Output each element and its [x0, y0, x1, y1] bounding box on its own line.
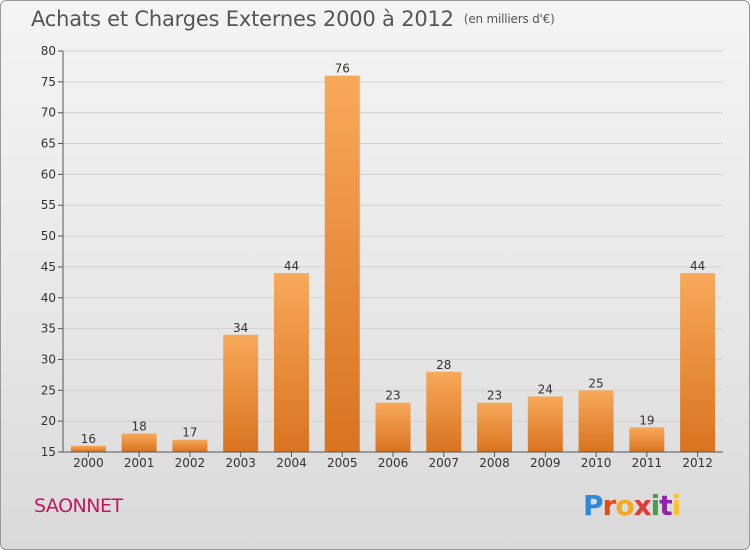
y-tick-label: 55	[41, 198, 56, 212]
bar	[629, 427, 665, 452]
data-label: 44	[690, 259, 705, 273]
y-tick-label: 75	[41, 75, 56, 89]
y-tick-label: 40	[41, 291, 56, 305]
x-tick-label: 2001	[124, 456, 155, 470]
proxiti-logo[interactable]: Proxiti	[583, 489, 682, 522]
x-tick-label: 2011	[632, 456, 663, 470]
y-tick-label: 20	[41, 414, 56, 428]
y-tick-label: 25	[41, 383, 56, 397]
y-tick-label: 50	[41, 229, 56, 243]
data-label: 23	[487, 389, 502, 403]
x-tick-label: 2006	[378, 456, 409, 470]
chart-title: Achats et Charges Externes 2000 à 2012 (e…	[31, 7, 555, 31]
y-tick-label: 70	[41, 106, 56, 120]
logo-letter: t	[659, 489, 672, 522]
commune-name: SAONNET	[34, 495, 123, 517]
x-tick-label: 2003	[225, 456, 256, 470]
data-label: 19	[639, 413, 654, 427]
logo-letter: i	[671, 489, 682, 522]
chart-subtitle: (en milliers d'€)	[463, 12, 555, 26]
data-label: 76	[335, 62, 350, 76]
logo-letter: x	[633, 489, 652, 522]
bar	[680, 273, 716, 452]
bar	[426, 371, 462, 452]
bar	[324, 75, 360, 452]
data-label: 28	[436, 358, 451, 372]
axes	[58, 50, 723, 457]
y-tick-label: 35	[41, 322, 56, 336]
x-tick-label: 2004	[276, 456, 307, 470]
x-tick-label: 2012	[682, 456, 713, 470]
bar	[527, 396, 563, 452]
title-text: Achats et Charges Externes 2000 à 2012	[31, 7, 454, 31]
bar	[70, 445, 106, 452]
x-tick-label: 2000	[73, 456, 104, 470]
x-tick-label: 2009	[530, 456, 561, 470]
y-tick-label: 30	[41, 352, 56, 366]
data-label: 16	[81, 432, 96, 446]
y-tick-label: 65	[41, 137, 56, 151]
x-tick-label: 2007	[428, 456, 459, 470]
logo-letter: r	[602, 489, 617, 522]
data-label: 23	[385, 389, 400, 403]
data-label: 44	[284, 259, 299, 273]
bar	[375, 402, 411, 452]
labels: 15 20 25 30 35 40 45 50 55 60 65 70 75 80 2000 16 2001 18…	[41, 44, 713, 470]
x-tick-label: 2008	[479, 456, 510, 470]
y-tick-label: 15	[41, 445, 56, 459]
data-label: 34	[233, 321, 248, 335]
bars	[70, 75, 716, 452]
bar	[578, 390, 614, 452]
bar	[273, 273, 309, 452]
bar	[477, 402, 513, 452]
data-label: 25	[588, 376, 603, 390]
logo-letter: i	[650, 489, 661, 522]
y-tick-label: 80	[41, 44, 56, 58]
x-tick-label: 2002	[175, 456, 206, 470]
gridlines	[63, 50, 723, 422]
y-tick-label: 60	[41, 167, 56, 181]
logo-letter: P	[583, 489, 604, 522]
x-tick-label: 2005	[327, 456, 358, 470]
bar	[121, 433, 157, 452]
x-tick-label: 2010	[581, 456, 612, 470]
bar	[223, 334, 259, 452]
bar	[172, 439, 208, 452]
data-label: 24	[538, 382, 553, 396]
data-label: 18	[132, 419, 147, 433]
data-label: 17	[182, 426, 197, 440]
logo-letter: o	[615, 489, 634, 522]
y-tick-label: 45	[41, 260, 56, 274]
